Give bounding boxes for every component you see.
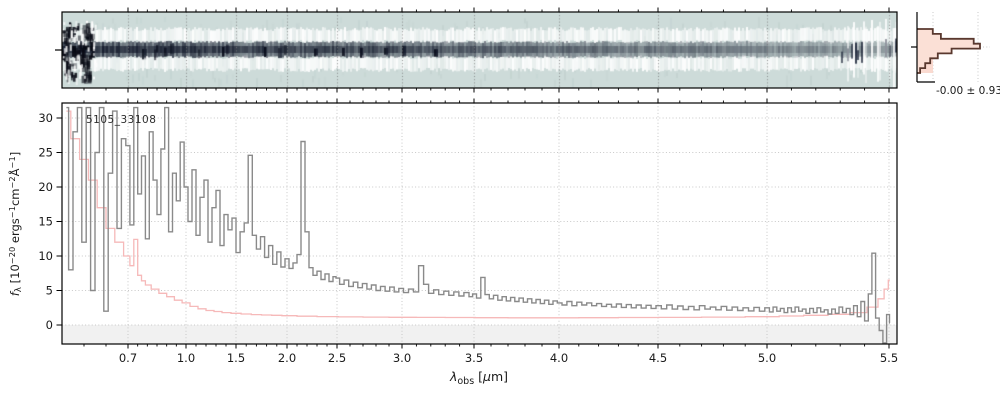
y-tick-label: 30 <box>38 111 53 125</box>
x-tick-label: 5.5 <box>880 351 898 365</box>
x-tick-label: 5.0 <box>758 351 776 365</box>
x-tick-label: 1.5 <box>227 351 245 365</box>
below-zero-shade <box>62 325 897 344</box>
x-tick-label: 2.5 <box>328 351 346 365</box>
x-axis-label: λobs [μm] <box>449 369 509 387</box>
y-axis-label: fλ [10−20 ergs−1cm−2Å−1] <box>7 151 25 297</box>
spectrum-2d-image <box>62 12 897 88</box>
x-tick-label: 1.0 <box>177 351 195 365</box>
y-tick-label: 15 <box>38 215 53 229</box>
x-tick-label: 3.0 <box>393 351 411 365</box>
x-tick-label: 4.5 <box>649 351 667 365</box>
spec1d-border <box>61 102 898 345</box>
spec2d-border <box>61 11 898 89</box>
y-tick-label: 25 <box>38 146 53 160</box>
x-tick-label: 2.0 <box>278 351 296 365</box>
source-id-label: 5105_33108 <box>86 114 157 126</box>
hist-outline <box>917 28 981 74</box>
x-tick-label: 3.5 <box>465 351 483 365</box>
y-tick-label: 10 <box>38 249 53 263</box>
y-tick-label: 0 <box>46 318 53 332</box>
histogram-stats-label: -0.00 ± 0.93 <box>936 85 1000 97</box>
error-line <box>66 110 890 319</box>
flux-line <box>66 106 891 344</box>
y-tick-label: 20 <box>38 180 53 194</box>
y-tick-label: 5 <box>46 284 53 298</box>
x-tick-label: 4.0 <box>550 351 568 365</box>
hist-fill <box>917 29 980 73</box>
x-tick-label: 0.7 <box>119 351 137 365</box>
